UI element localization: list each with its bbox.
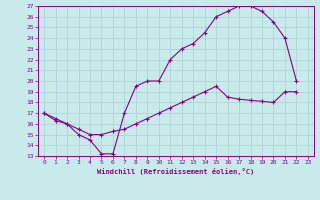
X-axis label: Windchill (Refroidissement éolien,°C): Windchill (Refroidissement éolien,°C) bbox=[97, 168, 255, 175]
